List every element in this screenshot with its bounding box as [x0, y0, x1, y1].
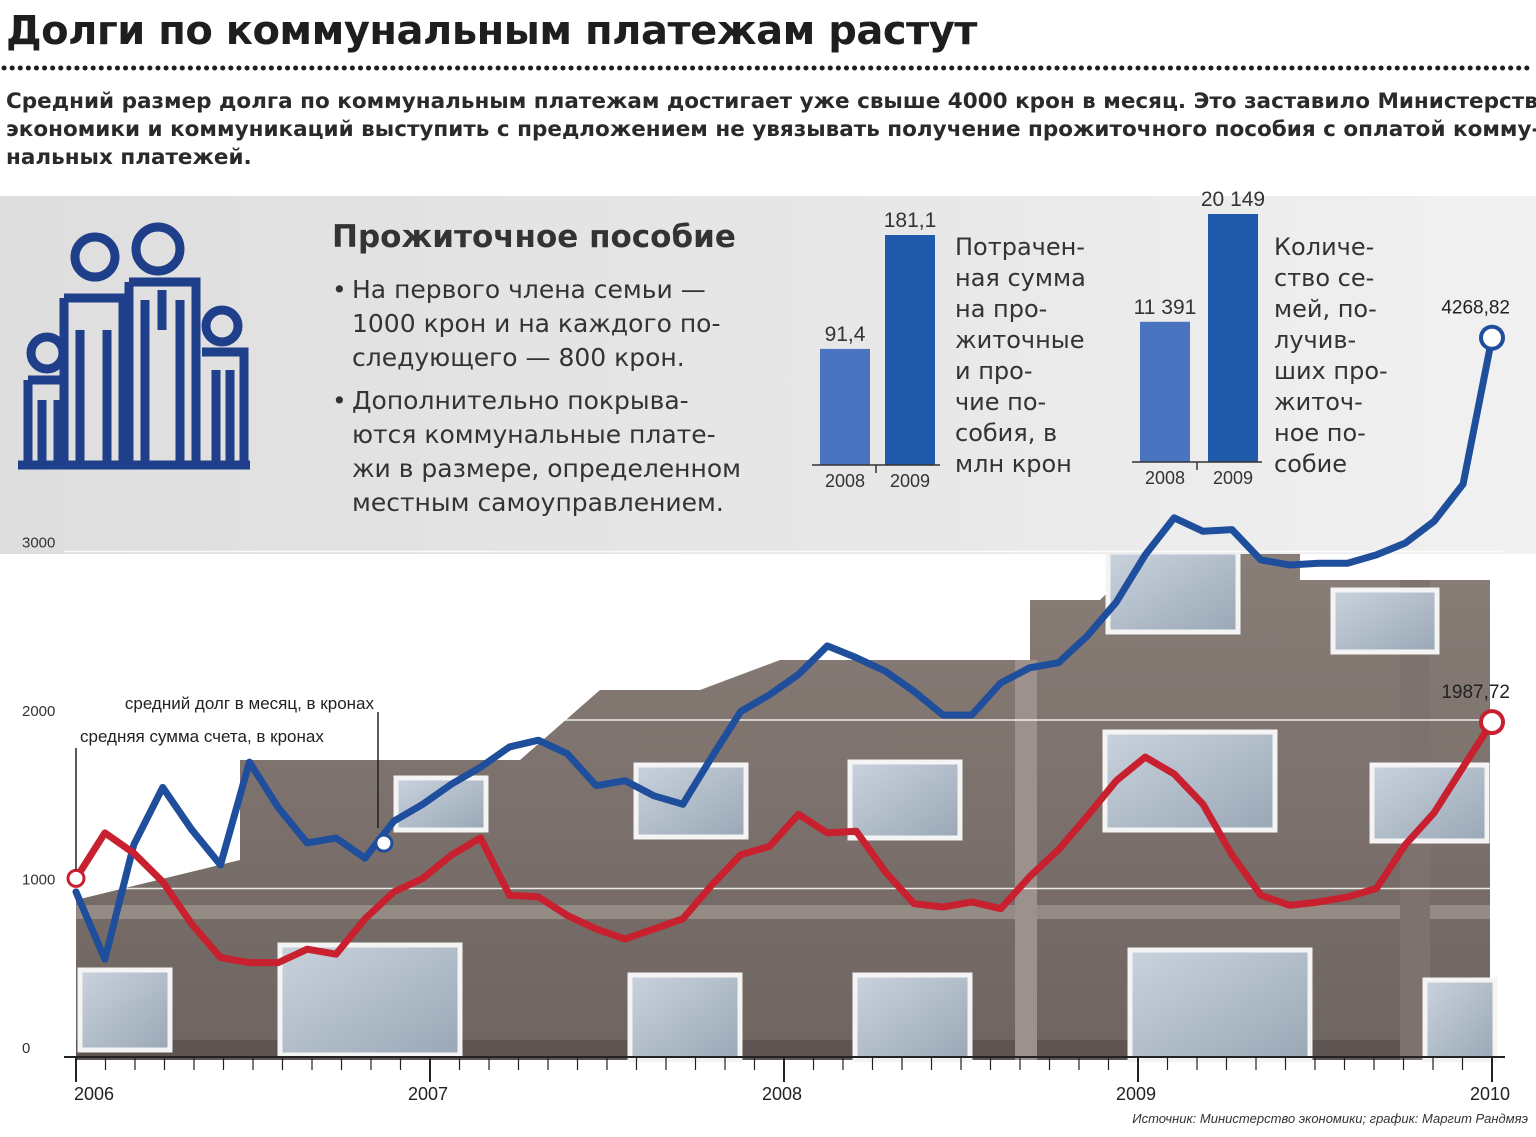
- lead-line: Средний размер долга по коммунальным пла…: [6, 89, 1536, 114]
- bullet-line: Дополнительно покрыва-: [352, 386, 689, 415]
- bar: [820, 348, 870, 465]
- window-shape: [1369, 762, 1490, 844]
- series-end-marker: [1479, 324, 1505, 351]
- building-background: [76, 540, 1498, 1063]
- description-line: ших про-: [1274, 357, 1388, 385]
- bar-value-label: 20 149: [1201, 188, 1265, 211]
- series-end-marker: [1479, 709, 1505, 736]
- y-gridlines: [64, 550, 1505, 890]
- bar-chart-2-description: Количе- ство се- мей, по- лучив- ших про…: [1274, 232, 1388, 480]
- window-shape: [633, 762, 749, 840]
- window-shape: [1127, 947, 1313, 1063]
- title-dotted-rule: [1, 65, 1533, 71]
- bar-chart-1-description: Потрачен- ная сумма на про- житочные и п…: [955, 232, 1086, 480]
- description-line: ная сумма: [955, 264, 1086, 292]
- series-end-label: 1987,72: [1441, 682, 1510, 703]
- info-panel: [0, 196, 1536, 554]
- x-axis-ticks: [75, 1057, 1493, 1082]
- y-tick-label: 3000: [22, 535, 55, 552]
- x-tick-label: 2008: [762, 1084, 802, 1104]
- y-tick-label: 0: [22, 1040, 30, 1057]
- allowance-heading: Прожиточное пособие: [332, 219, 736, 255]
- bar-value-label: 91,4: [825, 323, 866, 346]
- bar-charts: 91,4 2008 181,1 2009 11 391 2008 20 149 2009: [812, 188, 1265, 491]
- lead-line: экономики и коммуникаций выступить с пре…: [6, 117, 1536, 142]
- bullet-line: следующего — 800 крон.: [352, 343, 685, 372]
- bar-value-label: 11 391: [1134, 296, 1197, 319]
- lead-paragraph: Средний размер долга по коммунальным пла…: [6, 88, 1536, 172]
- x-tick-label: 2007: [408, 1084, 448, 1104]
- legend-label: средний долг в месяц, в кронах: [125, 694, 375, 713]
- y-tick-label: 2000: [22, 703, 55, 720]
- window-shape: [627, 972, 743, 1063]
- description-line: млн крон: [955, 450, 1072, 478]
- series-line: [72, 718, 1496, 967]
- x-tick-label: 2006: [74, 1084, 114, 1104]
- window-shape: [1105, 549, 1241, 635]
- series-labels: 4268,82 1987,72 средний долг в месяц, в кр…: [75, 298, 1510, 870]
- description-line: Количе-: [1274, 233, 1375, 261]
- window-shape: [852, 972, 973, 1063]
- bar: [885, 235, 935, 465]
- x-tick-label: 2009: [1116, 1084, 1156, 1104]
- description-line: собия, в: [955, 419, 1058, 447]
- source-credit: Источник: Министерство экономики; график…: [1132, 1111, 1528, 1126]
- description-line: ство се-: [1274, 264, 1375, 292]
- chart-title: Долги по коммунальным платежам растут: [6, 8, 977, 54]
- bar-category-label: 2009: [890, 471, 930, 491]
- window-shape: [1422, 977, 1498, 1063]
- bullet-line: ются коммунальные плате-: [352, 420, 716, 449]
- description-line: Потрачен-: [955, 233, 1085, 261]
- series-start-marker: [66, 868, 86, 888]
- description-line: на про-: [955, 295, 1048, 323]
- window-shape: [277, 942, 463, 1058]
- x-tick-labels: 2006 2007 2008 2009 2010: [74, 1084, 1510, 1104]
- window-shape: [1330, 587, 1440, 655]
- bullet-dot: •: [332, 275, 347, 304]
- y-tick-labels: 0 1000 2000 3000: [22, 535, 55, 1058]
- bar-category-label: 2009: [1213, 468, 1253, 488]
- description-line: собие: [1274, 450, 1348, 478]
- bullet-line: жи в размере, определенном: [352, 454, 742, 483]
- family-icon: [18, 222, 250, 470]
- window-shape: [847, 759, 963, 841]
- x-tick-label: 2010: [1470, 1084, 1510, 1104]
- allowance-bullet: • На первого члена семьи — 1000 крон и н…: [332, 273, 721, 375]
- bullet-line: местным самоуправлением.: [352, 488, 724, 517]
- series-end-label: 4268,82: [1441, 298, 1510, 319]
- bar-category-label: 2008: [1145, 468, 1185, 488]
- bullet-dot: •: [332, 386, 347, 415]
- description-line: лучив-: [1274, 326, 1357, 354]
- description-line: чие по-: [955, 388, 1047, 416]
- bar-category-label: 2008: [825, 471, 865, 491]
- bullet-line: 1000 крон и на каждого по-: [352, 309, 721, 338]
- y-tick-label: 1000: [22, 872, 55, 889]
- series-start-marker: [374, 833, 394, 853]
- bar: [1208, 214, 1258, 462]
- description-line: ное по-: [1274, 419, 1366, 447]
- allowance-bullet: • Дополнительно покрыва- ются коммунальн…: [332, 384, 741, 520]
- bar-value-label: 181,1: [884, 209, 937, 232]
- description-line: мей, по-: [1274, 295, 1377, 323]
- series-lines: [66, 324, 1505, 967]
- description-line: житочные: [955, 326, 1085, 354]
- window-shape: [393, 775, 489, 833]
- bar: [1140, 321, 1190, 462]
- lead-line: нальных платежей.: [6, 145, 252, 170]
- legend-label: средняя сумма счета, в кронах: [80, 727, 324, 746]
- window-shape: [1102, 729, 1278, 833]
- bullet-line: На первого члена семьи —: [352, 275, 706, 304]
- description-line: и про-: [955, 357, 1033, 385]
- series-line: [72, 334, 1496, 963]
- window-shape: [77, 967, 173, 1053]
- description-line: житоч-: [1274, 388, 1363, 416]
